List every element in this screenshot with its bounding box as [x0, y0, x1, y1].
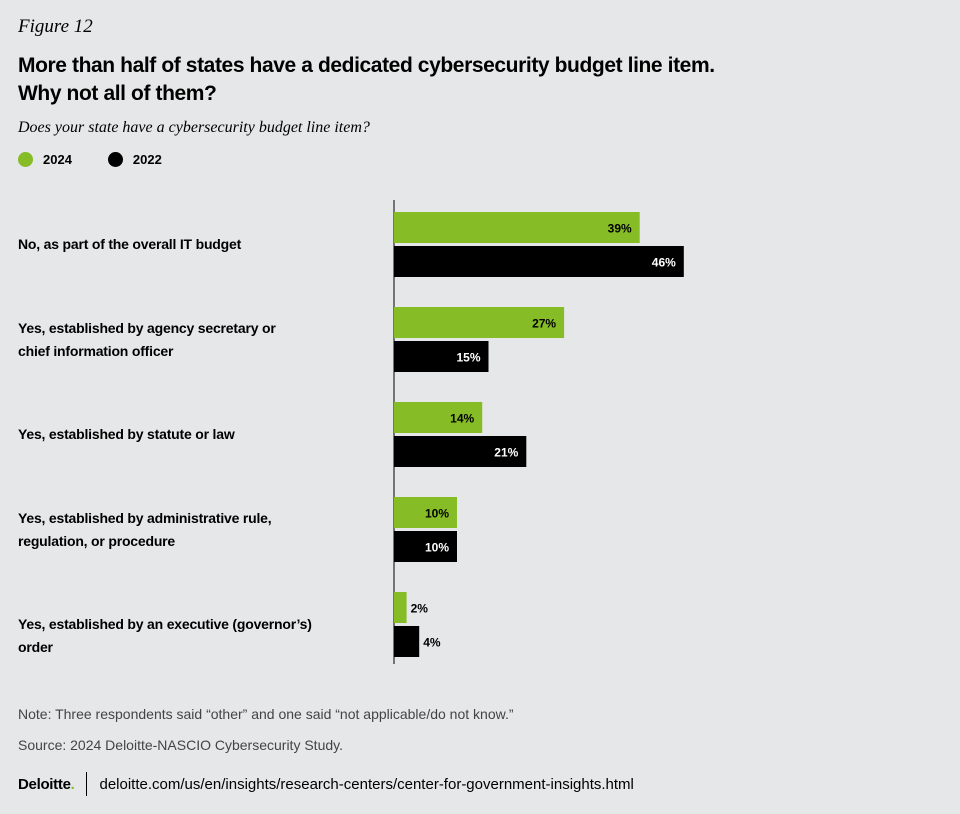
data-label-2022-5: 4%	[423, 636, 441, 650]
category-label-4-line-1: Yes, established by administrative rule,	[18, 509, 272, 526]
bar-2024-3	[394, 402, 483, 433]
legend-label-2024: 2024	[43, 152, 72, 167]
legend-item-2022: 2022	[107, 152, 162, 167]
data-label-2022-4: 10%	[425, 541, 449, 555]
data-label-2022-2: 15%	[456, 351, 480, 365]
data-label-2022-1: 46%	[652, 256, 676, 270]
category-label-4-line-2: regulation, or procedure	[18, 532, 175, 549]
category-label-1-line-1: No, as part of the overall IT budget	[18, 236, 242, 252]
data-label-2024-3: 14%	[450, 412, 474, 426]
bar-2022-2	[394, 341, 489, 372]
footer: Deloitte. deloitte.com/us/en/insights/re…	[18, 772, 634, 796]
brand-dot: .	[70, 775, 75, 793]
chart-title-line-1: More than half of states have a dedicate…	[18, 54, 715, 77]
legend-label-2022: 2022	[132, 152, 162, 167]
category-label-4: Yes, established by administrative rule,…	[18, 507, 348, 553]
chart-source: Source: 2024 Deloitte-NASCIO Cybersecuri…	[18, 737, 343, 753]
data-label-2024-5: 2%	[411, 602, 429, 616]
data-label-2024-2: 27%	[532, 317, 556, 331]
figure-label: Figure 12	[18, 16, 93, 37]
bar-2022-4	[394, 531, 457, 562]
brand-name: Deloitte	[18, 775, 71, 793]
legend-item-2024: 2024	[18, 152, 72, 167]
category-label-2-line-1: Yes, established by agency secretary or	[18, 319, 276, 336]
bar-2024-4	[394, 497, 457, 528]
category-label-5: Yes, established by an executive (govern…	[18, 613, 348, 659]
chart-title-line-2: Why not all of them?	[18, 82, 217, 105]
deloitte-logo: Deloitte.	[18, 775, 75, 793]
chart-note: Note: Three respondents said “other” and…	[18, 706, 514, 722]
chart-title: More than half of states have a dedicate…	[18, 52, 918, 108]
legend-swatch-2022	[107, 152, 123, 167]
category-label-3-line-1: Yes, established by statute or law	[18, 426, 235, 442]
category-label-1: No, as part of the overall IT budget	[18, 233, 348, 256]
bar-2022-3	[394, 436, 527, 467]
data-label-2022-3: 21%	[494, 446, 518, 460]
footer-url[interactable]: deloitte.com/us/en/insights/research-cen…	[99, 775, 634, 793]
bar-2024-1	[394, 212, 640, 243]
category-label-2-line-2: chief information officer	[18, 342, 174, 359]
bar-2022-5	[394, 626, 420, 657]
bar-2024-5	[394, 592, 407, 623]
footer-divider	[86, 772, 88, 796]
category-label-2: Yes, established by agency secretary or c…	[18, 317, 348, 363]
category-label-5-line-1: Yes, established by an executive (govern…	[18, 616, 312, 655]
legend: 2024 2022	[18, 152, 198, 167]
category-label-3: Yes, established by statute or law	[18, 423, 348, 446]
data-label-2024-1: 39%	[608, 222, 632, 236]
legend-swatch-2024	[18, 152, 33, 167]
bar-2024-2	[394, 307, 565, 338]
chart-subtitle: Does your state have a cybersecurity bud…	[18, 119, 370, 136]
bar-2022-1	[394, 246, 684, 277]
data-label-2024-4: 10%	[425, 507, 449, 521]
